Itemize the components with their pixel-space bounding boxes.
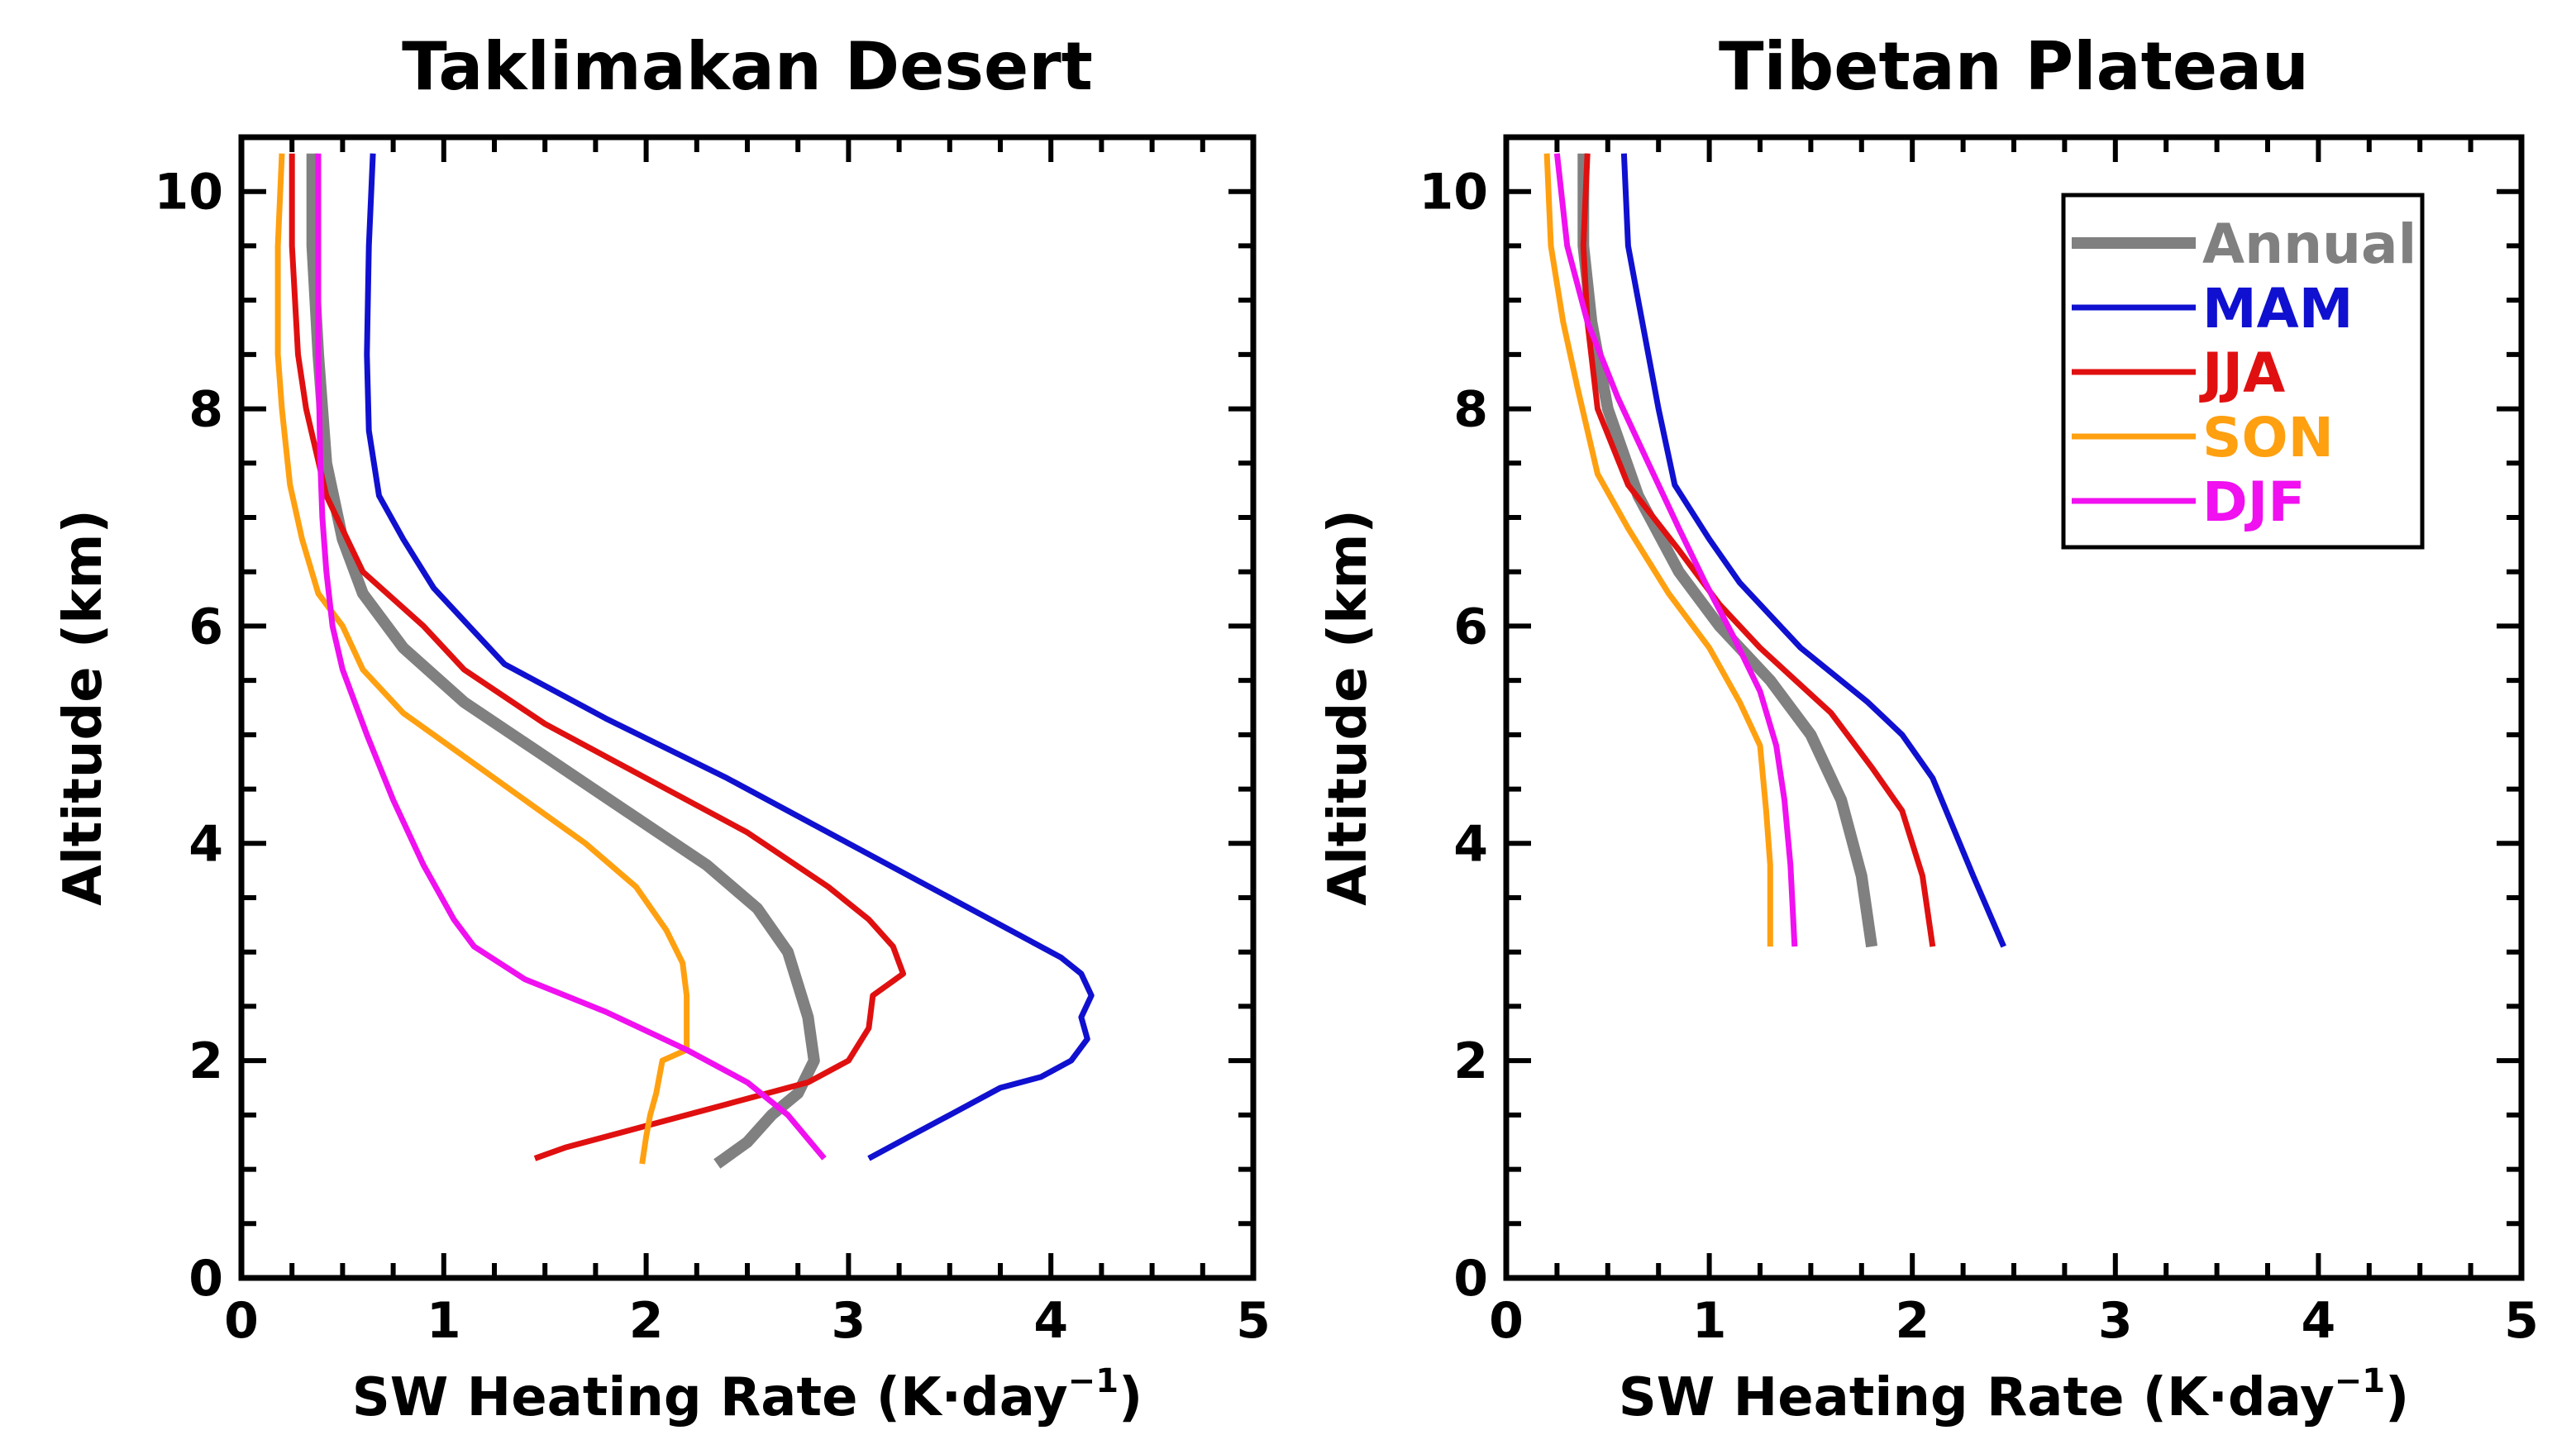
legend-label-mam: MAM (2202, 277, 2353, 341)
y-tick-label: 6 (1453, 598, 1488, 655)
series-line-son (1543, 153, 1773, 947)
panel-title: Tibetan Plateau (1719, 28, 2309, 105)
panel-1: Taklimakan Desert 0 1 2 3 4 5 0 2 4 6 8 10 SW Heating… (53, 28, 1271, 1428)
x-tick-label: 1 (427, 1292, 461, 1350)
x-axis-label: SW Heating Rate (K·day−1) (352, 1362, 1143, 1428)
panel-title: Taklimakan Desert (402, 28, 1093, 105)
y-tick-label: 2 (188, 1032, 223, 1090)
x-tick-label: 3 (832, 1292, 866, 1350)
y-axis-label: Altitude (km) (53, 509, 114, 905)
y-axis-label: Altitude (km) (1318, 509, 1379, 905)
x-tick-label: 0 (1489, 1292, 1524, 1350)
y-tick-label: 0 (188, 1250, 223, 1308)
x-tick-label: 2 (629, 1292, 664, 1350)
x-tick-label: 4 (1033, 1292, 1068, 1350)
y-tick-label: 2 (1453, 1032, 1488, 1090)
x-axis-label-superscript: −1 (2335, 1362, 2385, 1400)
x-tick-label: 4 (2302, 1292, 2336, 1350)
y-tick-label: 6 (188, 598, 223, 655)
x-tick-label: 1 (1692, 1292, 1727, 1350)
x-axis-label-superscript: −1 (1068, 1362, 1119, 1400)
x-axis-label-close: ) (2385, 1367, 2409, 1428)
x-axis-label-main: SW Heating Rate (K·day (1619, 1367, 2335, 1428)
legend-label-djf: DJF (2202, 470, 2305, 534)
y-tick-label: 4 (188, 815, 223, 873)
series-line-djf (315, 153, 827, 1161)
legend-label-jja: JJA (2199, 341, 2285, 405)
x-axis-label-main: SW Heating Rate (K·day (352, 1367, 1068, 1428)
x-axis-label: SW Heating Rate (K·day−1) (1619, 1362, 2410, 1428)
panel-2: Tibetan Plateau 0 1 2 3 4 5 0 2 4 6 8 10 SW Heating R… (1318, 28, 2539, 1428)
x-tick-label: 5 (2504, 1292, 2539, 1350)
x-axis-label-close: ) (1119, 1367, 1143, 1428)
series-line-annual (1577, 153, 1878, 948)
y-tick-label: 10 (155, 164, 224, 222)
y-tick-label: 8 (1453, 381, 1488, 439)
plot-frame (238, 134, 1257, 1281)
legend-label-son: SON (2202, 406, 2334, 470)
y-tick-label: 10 (1419, 164, 1489, 222)
series-line-mam (364, 153, 1095, 1161)
x-tick-label: 0 (224, 1292, 259, 1350)
series-line-mam (1620, 153, 2006, 948)
series-line-annual (306, 153, 820, 1169)
x-tick-label: 5 (1236, 1292, 1271, 1350)
y-tick-label: 8 (188, 381, 223, 439)
x-tick-label: 3 (2098, 1292, 2133, 1350)
y-tick-label: 4 (1453, 815, 1488, 873)
x-tick-label: 2 (1895, 1292, 1930, 1350)
legend-label-annual: Annual (2202, 212, 2416, 276)
series-line-djf (1553, 153, 1798, 947)
series-line-son (274, 153, 690, 1165)
legend-box (2061, 193, 2425, 550)
y-tick-label: 0 (1453, 1250, 1488, 1308)
